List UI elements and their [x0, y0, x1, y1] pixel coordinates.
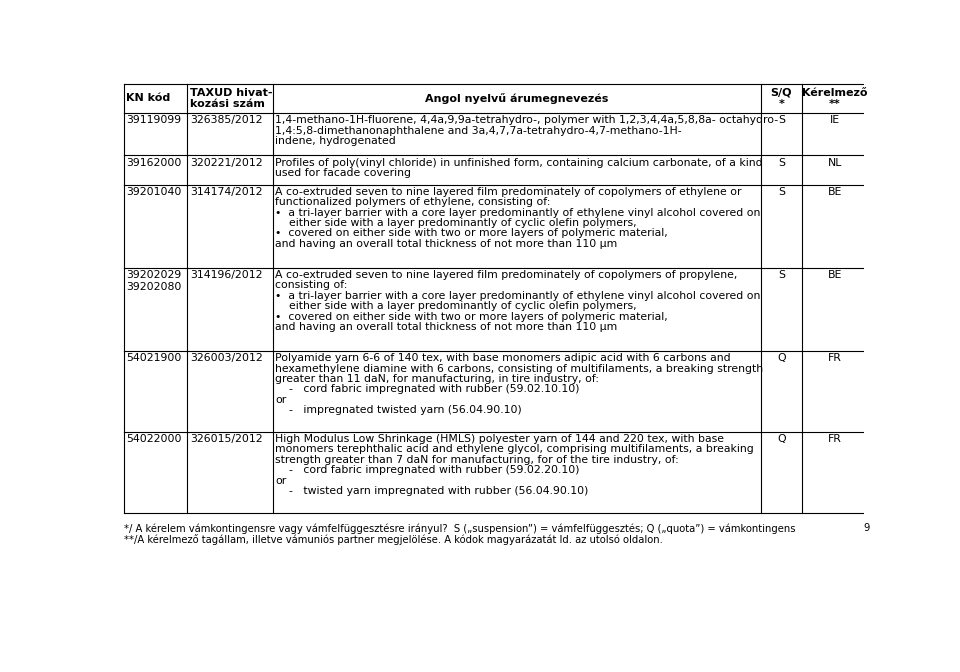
Text: BE: BE [828, 270, 842, 280]
Text: and having an overall total thickness of not more than 110 μm: and having an overall total thickness of… [275, 322, 617, 332]
Text: Profiles of poly(vinyl chloride) in unfinished form, containing calcium carbonat: Profiles of poly(vinyl chloride) in unfi… [275, 158, 762, 167]
Text: 1,4:5,8-dimethanonaphthalene and 3a,4,7,7a-tetrahydro-4,7-methano-1H-: 1,4:5,8-dimethanonaphthalene and 3a,4,7,… [275, 126, 682, 136]
Text: •  a tri-layer barrier with a core layer predominantly of ethylene vinyl alcohol: • a tri-layer barrier with a core layer … [275, 291, 760, 301]
Text: 39201040: 39201040 [126, 187, 181, 197]
Text: 326015/2012: 326015/2012 [190, 434, 262, 444]
Text: •  a tri-layer barrier with a core layer predominantly of ethylene vinyl alcohol: • a tri-layer barrier with a core layer … [275, 208, 760, 218]
Text: S: S [778, 187, 785, 197]
Text: used for facade covering: used for facade covering [275, 168, 411, 178]
Text: -   cord fabric impregnated with rubber (59.02.20.10): - cord fabric impregnated with rubber (5… [275, 465, 580, 475]
Text: IE: IE [829, 116, 840, 125]
Text: Q: Q [778, 353, 786, 364]
Text: either side with a layer predominantly of cyclic olefin polymers,: either side with a layer predominantly o… [275, 301, 636, 311]
Text: monomers terephthalic acid and ethylene glycol, comprising multifilaments, a bre: monomers terephthalic acid and ethylene … [275, 444, 754, 454]
Text: S: S [778, 270, 785, 280]
Text: 320221/2012: 320221/2012 [190, 158, 262, 167]
Text: TAXUD hivat-
kozási szám: TAXUD hivat- kozási szám [190, 87, 273, 109]
Text: greater than 11 daN, for manufacturing, in tire industry, of:: greater than 11 daN, for manufacturing, … [275, 374, 599, 384]
Text: S: S [778, 158, 785, 167]
Text: 54022000: 54022000 [126, 434, 181, 444]
Text: Q: Q [778, 434, 786, 444]
Text: hexamethylene diamine with 6 carbons, consisting of multifilaments, a breaking s: hexamethylene diamine with 6 carbons, co… [275, 364, 763, 374]
Text: S/Q
*: S/Q * [771, 87, 792, 109]
Text: **/A kérelmező tagállam, illetve vámuniós partner megjelölése. A kódok magyaráza: **/A kérelmező tagállam, illetve vámunió… [124, 534, 662, 545]
Text: and having an overall total thickness of not more than 110 μm: and having an overall total thickness of… [275, 239, 617, 249]
Text: S: S [778, 116, 785, 125]
Text: High Modulus Low Shrinkage (HMLS) polyester yarn of 144 and 220 tex, with base: High Modulus Low Shrinkage (HMLS) polyes… [275, 434, 724, 444]
Text: 39162000: 39162000 [126, 158, 181, 167]
Text: FR: FR [828, 353, 842, 364]
Text: functionalized polymers of ethylene, consisting of:: functionalized polymers of ethylene, con… [275, 198, 550, 207]
Text: 54021900: 54021900 [126, 353, 181, 364]
Text: or: or [275, 476, 286, 486]
Text: NL: NL [828, 158, 842, 167]
Text: 326003/2012: 326003/2012 [190, 353, 262, 364]
Text: Polyamide yarn 6-6 of 140 tex, with base monomers adipic acid with 6 carbons and: Polyamide yarn 6-6 of 140 tex, with base… [275, 353, 731, 364]
Text: KN kód: KN kód [126, 93, 171, 103]
Text: or: or [275, 395, 286, 405]
Text: 9: 9 [863, 523, 870, 534]
Text: strength greater than 7 daN for manufacturing, for of the tire industry, of:: strength greater than 7 daN for manufact… [275, 455, 679, 465]
Text: Angol nyelvű árumegnevezés: Angol nyelvű árumegnevezés [425, 93, 609, 104]
Text: 1,4-methano-1H-fluorene, 4,4a,9,9a-tetrahydro-, polymer with 1,2,3,4,4a,5,8,8a- : 1,4-methano-1H-fluorene, 4,4a,9,9a-tetra… [275, 116, 779, 125]
Text: indene, hydrogenated: indene, hydrogenated [275, 136, 396, 146]
Text: 314174/2012: 314174/2012 [190, 187, 262, 197]
Text: •  covered on either side with two or more layers of polymeric material,: • covered on either side with two or mor… [275, 312, 668, 322]
Text: 326385/2012: 326385/2012 [190, 116, 262, 125]
Text: */ A kérelem vámkontingensre vagy vámfelfüggesztésre irányul?  S („suspension”) : */ A kérelem vámkontingensre vagy vámfel… [124, 523, 796, 534]
Text: BE: BE [828, 187, 842, 197]
Text: FR: FR [828, 434, 842, 444]
Text: -   cord fabric impregnated with rubber (59.02.10.10): - cord fabric impregnated with rubber (5… [275, 384, 580, 394]
Text: consisting of:: consisting of: [275, 280, 348, 290]
Text: Kérelmező
**: Kérelmező ** [803, 87, 868, 109]
Text: A co-extruded seven to nine layered film predominately of copolymers of propylen: A co-extruded seven to nine layered film… [275, 270, 737, 280]
Text: 314196/2012: 314196/2012 [190, 270, 262, 280]
Text: A co-extruded seven to nine layered film predominately of copolymers of ethylene: A co-extruded seven to nine layered film… [275, 187, 741, 197]
Text: -   impregnated twisted yarn (56.04.90.10): - impregnated twisted yarn (56.04.90.10) [275, 405, 521, 415]
Text: 39119099: 39119099 [126, 116, 181, 125]
Text: either side with a layer predominantly of cyclic olefin polymers,: either side with a layer predominantly o… [275, 218, 636, 228]
Text: -   twisted yarn impregnated with rubber (56.04.90.10): - twisted yarn impregnated with rubber (… [275, 486, 588, 496]
Text: •  covered on either side with two or more layers of polymeric material,: • covered on either side with two or mor… [275, 228, 668, 239]
Text: 39202029
39202080: 39202029 39202080 [126, 270, 181, 292]
